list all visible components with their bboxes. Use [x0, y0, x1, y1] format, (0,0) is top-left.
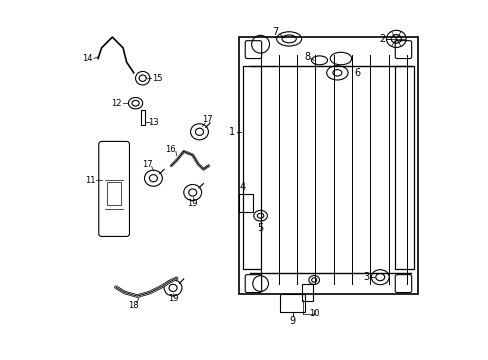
- Bar: [394, 66, 413, 269]
- Text: 18: 18: [128, 301, 139, 310]
- Text: 12: 12: [110, 99, 121, 108]
- Text: 3: 3: [362, 272, 368, 282]
- Text: 6: 6: [353, 68, 359, 78]
- Bar: [280, 294, 305, 312]
- Text: 1: 1: [229, 127, 235, 137]
- Bar: [107, 182, 121, 205]
- Bar: [141, 111, 145, 125]
- Text: 9: 9: [289, 316, 295, 326]
- Text: 11: 11: [84, 176, 95, 185]
- Text: 7: 7: [271, 27, 277, 37]
- Text: 19: 19: [167, 294, 178, 303]
- Text: 16: 16: [164, 145, 175, 154]
- Bar: [239, 194, 253, 212]
- Text: 8: 8: [304, 52, 309, 62]
- Bar: [301, 284, 312, 301]
- Bar: [239, 37, 417, 294]
- Text: 2: 2: [378, 34, 385, 44]
- Text: 10: 10: [308, 310, 319, 319]
- Text: 17: 17: [201, 116, 212, 125]
- Bar: [242, 66, 260, 269]
- Text: 5: 5: [257, 223, 263, 233]
- Text: 15: 15: [151, 74, 162, 83]
- Text: 14: 14: [82, 54, 93, 63]
- Text: 4: 4: [239, 182, 245, 192]
- Text: 19: 19: [187, 199, 198, 208]
- Text: 17: 17: [142, 160, 152, 169]
- Text: 13: 13: [148, 118, 159, 127]
